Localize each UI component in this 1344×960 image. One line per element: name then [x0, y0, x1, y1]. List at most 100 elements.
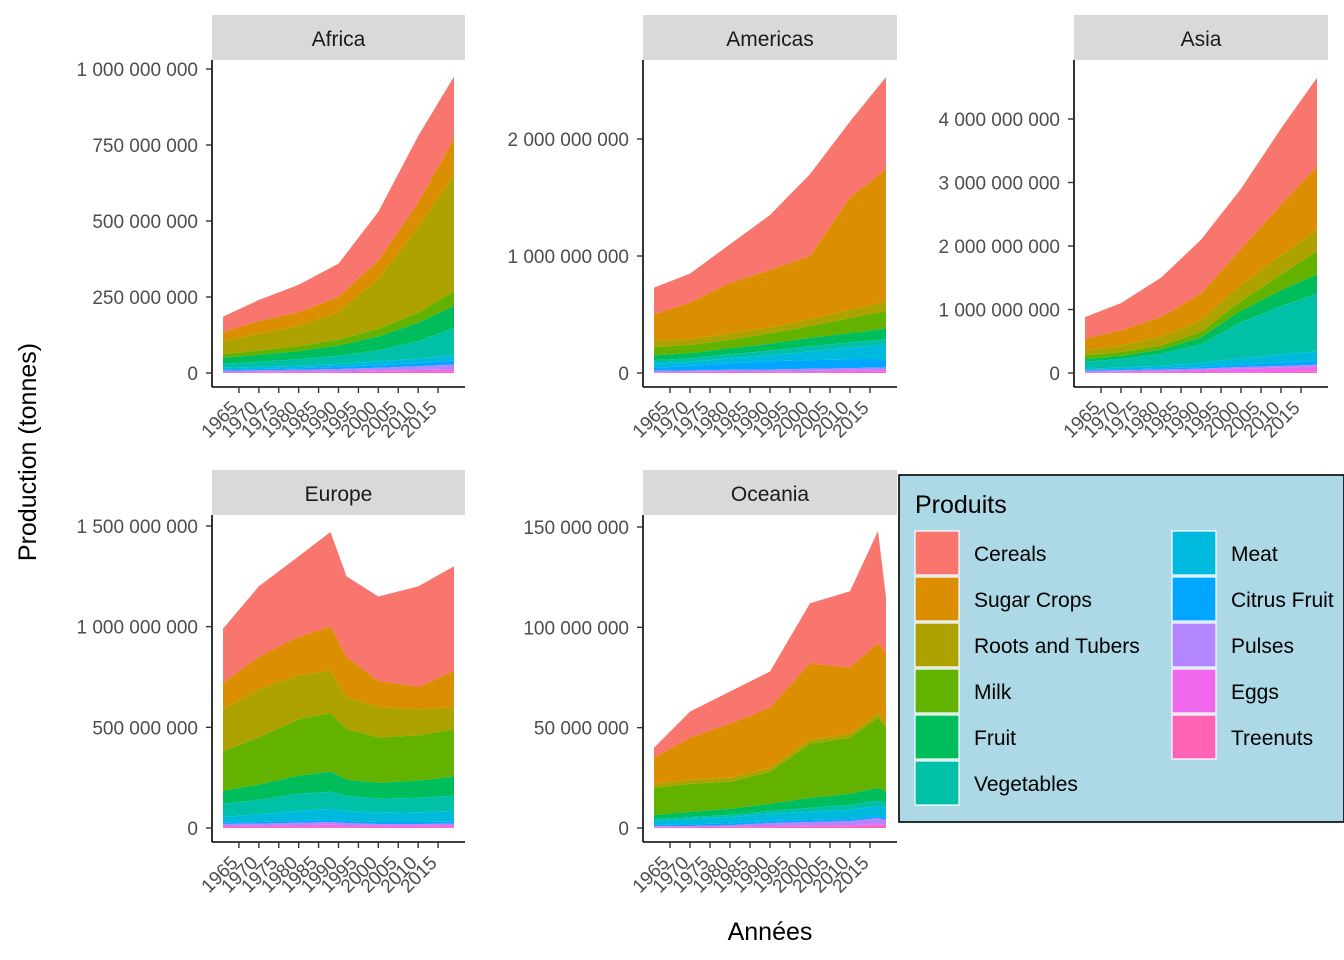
facet-strip [212, 470, 465, 515]
area-layers [654, 531, 886, 828]
legend-item-cereals: Cereals [914, 530, 1046, 576]
legend-item-fruit: Fruit [914, 714, 1016, 760]
legend-swatch [1171, 622, 1217, 668]
y-tick-label: 4 000 000 000 [938, 110, 1060, 131]
facet-title: Africa [312, 28, 366, 51]
facet-strip [643, 15, 897, 60]
area-layers [223, 532, 454, 828]
legend-swatch [914, 714, 960, 760]
area-milk [223, 713, 454, 791]
area-cereals [223, 532, 454, 688]
legend-swatch [914, 668, 960, 714]
area-meat [1085, 351, 1317, 371]
y-tick-label: 1 500 000 000 [76, 517, 198, 538]
y-tick-label: 0 [187, 819, 198, 840]
facet-panel-oceania: Oceania 0 50 000 000 100 000 000 150 000 000… [523, 470, 897, 897]
legend-swatch [914, 530, 960, 576]
area-meat [654, 344, 886, 368]
legend-label: Cereals [974, 543, 1046, 566]
area-sugar-crops [1085, 166, 1317, 351]
area-pulses [654, 818, 886, 827]
area-milk [654, 717, 886, 815]
area-treenuts [654, 371, 886, 373]
area-pulses [223, 822, 454, 826]
legend-label: Milk [974, 681, 1012, 704]
area-eggs [654, 370, 886, 373]
area-pulses [654, 367, 886, 373]
area-meat [654, 805, 886, 825]
y-tick-label: 0 [618, 819, 629, 840]
legend-swatch [914, 622, 960, 668]
legend-swatch [1171, 668, 1217, 714]
legend-item-treenuts: Treenuts [1171, 714, 1313, 760]
legend-label: Pulses [1231, 635, 1294, 658]
legend-item-meat: Meat [1171, 530, 1278, 576]
legend-swatch [1171, 714, 1217, 760]
area-eggs [654, 824, 886, 828]
area-sugar-crops [654, 643, 886, 784]
y-tick-label: 1 000 000 000 [76, 618, 198, 639]
area-citrus-fruit [654, 816, 886, 827]
area-citrus-fruit [223, 360, 454, 371]
area-roots-and-tubers [1085, 230, 1317, 356]
area-fruit [1085, 274, 1317, 362]
y-tick-label: 100 000 000 [523, 618, 629, 639]
y-axis-title: Production (tonnes) [14, 343, 42, 561]
y-tick-label: 1 000 000 000 [938, 301, 1060, 322]
area-cereals [654, 77, 886, 315]
area-eggs [1085, 366, 1317, 373]
y-tick-label: 2 000 000 000 [938, 237, 1060, 258]
y-tick-label: 1 000 000 000 [76, 60, 198, 81]
area-cereals [223, 76, 454, 332]
legend-label: Eggs [1231, 681, 1279, 704]
y-tick-label: 0 [1049, 364, 1060, 385]
area-vegetables [1085, 293, 1317, 369]
facet-title: Oceania [731, 483, 810, 506]
area-eggs [223, 369, 454, 373]
facet-strip [1074, 15, 1328, 60]
legend-item-sugar-crops: Sugar Crops [914, 576, 1092, 622]
area-treenuts [654, 825, 886, 828]
legend-label: Vegetables [974, 773, 1078, 796]
legend: Produits Cereals Sugar Crops Roots and Tub… [898, 474, 1344, 823]
x-axis-title: Années [728, 918, 813, 946]
legend-swatch [1171, 576, 1217, 622]
area-citrus-fruit [1085, 360, 1317, 371]
y-tick-label: 250 000 000 [92, 288, 198, 309]
area-eggs [223, 824, 454, 828]
area-roots-and-tubers [223, 671, 454, 752]
legend-items: Cereals Sugar Crops Roots and Tubers Milk Fr… [914, 530, 1334, 806]
area-sugar-crops [223, 626, 454, 710]
legend-item-milk: Milk [914, 668, 1012, 714]
area-meat [223, 355, 454, 370]
area-vegetables [223, 328, 454, 368]
legend-item-citrus-fruit: Citrus Fruit [1171, 576, 1334, 622]
y-tick-label: 3 000 000 000 [938, 174, 1060, 195]
area-treenuts [223, 371, 454, 373]
legend-item-vegetables: Vegetables [914, 760, 1078, 806]
legend-item-roots-and-tubers: Roots and Tubers [914, 622, 1140, 668]
legend-label: Sugar Crops [974, 589, 1092, 612]
area-milk [223, 290, 454, 358]
area-layers [1085, 77, 1317, 373]
y-tick-label: 150 000 000 [523, 518, 629, 539]
area-roots-and-tubers [654, 301, 886, 348]
y-tick-label: 1 000 000 000 [507, 247, 629, 268]
area-sugar-crops [223, 138, 454, 342]
area-vegetables [654, 339, 886, 364]
area-fruit [223, 306, 454, 364]
legend-background [898, 474, 1344, 823]
facet-panel-europe: Europe 0 500 000 000 1 000 000 000 1 500 000… [76, 470, 465, 897]
area-fruit [654, 328, 886, 361]
y-tick-label: 0 [187, 364, 198, 385]
area-layers [654, 77, 886, 373]
y-tick-label: 2 000 000 000 [507, 130, 629, 151]
area-vegetables [223, 791, 454, 817]
area-milk [654, 311, 886, 356]
area-citrus-fruit [223, 819, 454, 824]
y-tick-label: 500 000 000 [92, 718, 198, 739]
area-fruit [654, 787, 886, 819]
legend-label: Citrus Fruit [1231, 589, 1334, 612]
y-tick-label: 0 [618, 364, 629, 385]
